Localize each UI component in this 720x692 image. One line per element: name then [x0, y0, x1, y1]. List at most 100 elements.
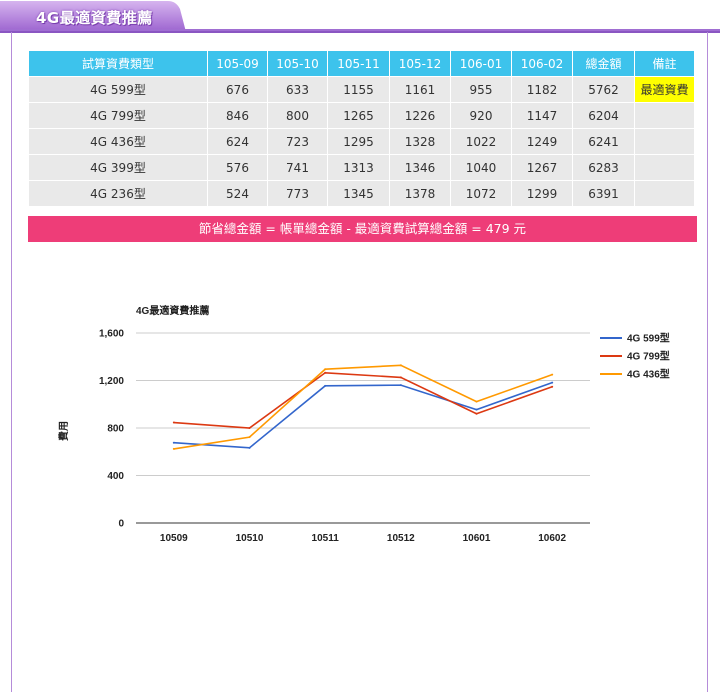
- table-row: 4G 436型 624 723 1295 1328 1022 1249 6241: [28, 128, 695, 155]
- month-fee-cell: 1378: [389, 180, 451, 207]
- month-fee-cell: 576: [207, 154, 268, 181]
- data-point: [324, 384, 327, 387]
- data-point: [324, 368, 327, 371]
- note-cell: [634, 154, 695, 181]
- savings-summary: 節省總金額 = 帳單總金額 - 最適資費試算總金額 = 479 元: [28, 216, 697, 242]
- series-line: [173, 371, 553, 429]
- table-row: 4G 399型 576 741 1313 1346 1040 1267 6283: [28, 154, 695, 181]
- x-tick-label: 10509: [160, 533, 188, 544]
- column-header-month: 105-09: [207, 50, 268, 77]
- column-header-plan: 試算資費類型: [28, 50, 208, 77]
- month-fee-cell: 955: [450, 76, 512, 103]
- month-fee-cell: 1226: [389, 102, 451, 129]
- y-tick-label: 0: [118, 519, 124, 530]
- legend-label: 4G 799型: [627, 350, 670, 363]
- data-point: [248, 427, 251, 429]
- month-fee-cell: 846: [207, 102, 268, 129]
- total-cell: 6241: [572, 128, 635, 155]
- month-fee-cell: 1040: [450, 154, 512, 181]
- month-fee-cell: 676: [207, 76, 268, 103]
- x-tick-label: 10601: [463, 533, 491, 544]
- column-header-month: 106-01: [450, 50, 512, 77]
- month-fee-cell: 741: [267, 154, 328, 181]
- month-fee-cell: 1072: [450, 180, 512, 207]
- month-fee-cell: 1022: [450, 128, 512, 155]
- column-header-month: 105-10: [267, 50, 328, 77]
- data-point: [172, 441, 175, 444]
- column-header-month: 106-02: [511, 50, 573, 77]
- table-row: 4G 599型 676 633 1155 1161 955 1182 5762 最適資費: [28, 76, 695, 103]
- table-row: 4G 236型 524 773 1345 1378 1072 1299 6391: [28, 180, 695, 207]
- month-fee-cell: 1295: [327, 128, 390, 155]
- month-fee-cell: 800: [267, 102, 328, 129]
- x-tick-label: 10511: [312, 533, 340, 544]
- data-point: [399, 376, 402, 379]
- note-cell: [634, 102, 695, 129]
- y-axis-label: 費用: [57, 421, 70, 441]
- table-row: 4G 799型 846 800 1265 1226 920 1147 6204: [28, 102, 695, 129]
- legend-label: 4G 436型: [627, 368, 670, 381]
- month-fee-cell: 1265: [327, 102, 390, 129]
- month-fee-cell: 1267: [511, 154, 573, 181]
- data-point: [551, 381, 554, 384]
- plan-name-cell: 4G 436型: [28, 128, 208, 155]
- y-tick-label: 1,200: [99, 376, 124, 387]
- plan-name-cell: 4G 799型: [28, 102, 208, 129]
- column-header-note: 備註: [634, 50, 695, 77]
- total-cell: 6391: [572, 180, 635, 207]
- x-tick-label: 10510: [236, 533, 264, 544]
- data-point: [172, 421, 175, 424]
- month-fee-cell: 1328: [389, 128, 451, 155]
- month-fee-cell: 633: [267, 76, 328, 103]
- month-fee-cell: 524: [207, 180, 268, 207]
- data-point: [551, 385, 554, 388]
- y-tick-label: 400: [107, 471, 124, 482]
- month-fee-cell: 624: [207, 128, 268, 155]
- data-point: [475, 412, 478, 415]
- header-tab-bar: [0, 1, 720, 33]
- y-tick-label: 1,600: [99, 329, 124, 340]
- series-line: [173, 381, 553, 449]
- column-header-total: 總金額: [572, 50, 635, 77]
- total-cell: 6204: [572, 102, 635, 129]
- note-cell: [634, 128, 695, 155]
- month-fee-cell: 1161: [389, 76, 451, 103]
- data-point: [172, 447, 175, 450]
- fee-line-chart: 4G最適資費推薦 0 400 800 1,200 1,600 10509 10510 105…: [57, 304, 670, 544]
- total-cell: 6283: [572, 154, 635, 181]
- month-fee-cell: 1346: [389, 154, 451, 181]
- month-fee-cell: 1313: [327, 154, 390, 181]
- chart-title: 4G最適資費推薦: [136, 304, 209, 317]
- data-point: [399, 384, 402, 387]
- plan-name-cell: 4G 236型: [28, 180, 208, 207]
- column-header-month: 105-11: [327, 50, 390, 77]
- tab-title[interactable]: 4G最適資費推薦: [36, 9, 153, 27]
- x-tick-label: 10512: [387, 533, 415, 544]
- month-fee-cell: 773: [267, 180, 328, 207]
- note-cell: [634, 180, 695, 207]
- month-fee-cell: 1147: [511, 102, 573, 129]
- fee-comparison-table: 試算資費類型 105-09 105-10 105-11 105-12 106-0…: [28, 50, 695, 207]
- month-fee-cell: 723: [267, 128, 328, 155]
- x-tick-label: 10602: [538, 533, 566, 544]
- month-fee-cell: 1299: [511, 180, 573, 207]
- data-point: [324, 371, 327, 374]
- month-fee-cell: 1345: [327, 180, 390, 207]
- note-cell: 最適資費: [634, 76, 695, 103]
- total-cell: 5762: [572, 76, 635, 103]
- content-panel: [11, 32, 708, 692]
- plan-name-cell: 4G 399型: [28, 154, 208, 181]
- series-line: [173, 364, 553, 450]
- data-point: [248, 436, 251, 439]
- month-fee-cell: 1249: [511, 128, 573, 155]
- data-point: [399, 364, 402, 367]
- y-tick-label: 800: [107, 424, 124, 435]
- legend-label: 4G 599型: [627, 332, 670, 345]
- data-point: [475, 400, 478, 403]
- data-point: [475, 408, 478, 411]
- month-fee-cell: 1182: [511, 76, 573, 103]
- column-header-month: 105-12: [389, 50, 451, 77]
- month-fee-cell: 920: [450, 102, 512, 129]
- data-point: [551, 373, 554, 376]
- data-point: [248, 446, 251, 449]
